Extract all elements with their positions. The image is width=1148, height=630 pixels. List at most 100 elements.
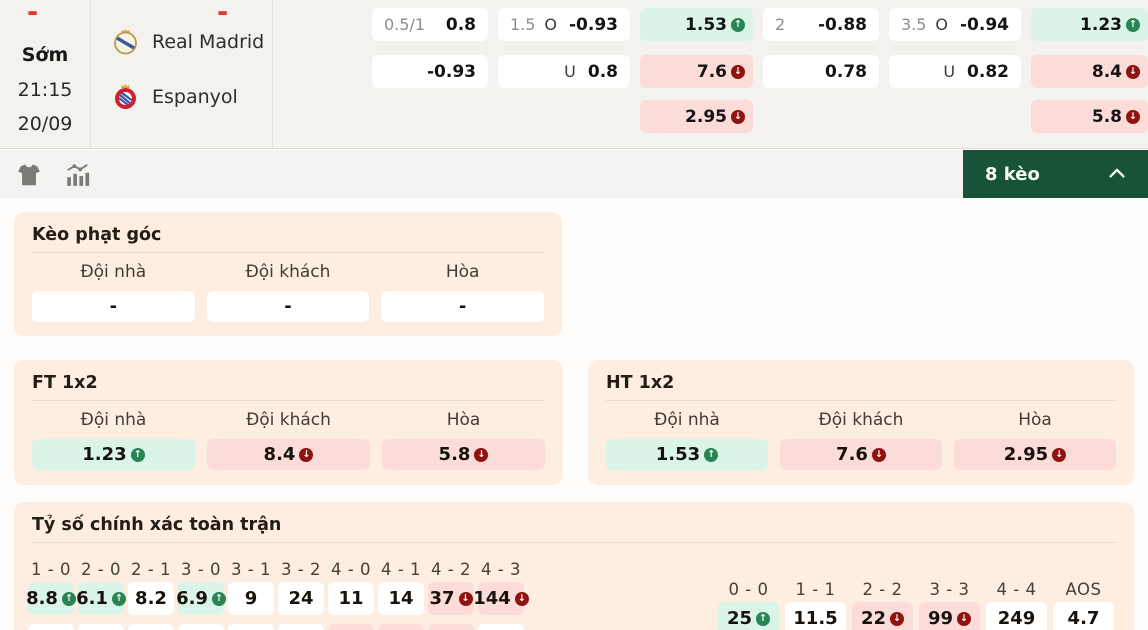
handicap-home-odds[interactable]: 0.5/1 0.8: [372, 8, 488, 41]
trend-down-icon: ↓: [1126, 109, 1140, 124]
stats-chart-icon[interactable]: [64, 162, 90, 188]
over-odds[interactable]: 3.5 O -0.94: [889, 8, 1021, 41]
score-column: 0 - 0 25 ↑: [718, 578, 779, 630]
score-odds-cell[interactable]: 9: [228, 582, 274, 615]
trend-down-icon: ↓: [474, 447, 489, 462]
market-odds-cell[interactable]: 8.4 ↓: [207, 439, 370, 470]
header-divider: [90, 0, 91, 149]
market-odds-cell[interactable]: 2.95 ↓: [954, 439, 1116, 470]
away-team-name: Espanyol: [152, 85, 238, 108]
column-header: Đội khách: [246, 410, 331, 430]
handicap-away-odds[interactable]: 0.78: [763, 55, 879, 88]
score-odds-cell[interactable]: [228, 624, 274, 630]
handicap-line: 0.5/1: [384, 15, 426, 34]
home-team-name: Real Madrid: [152, 30, 265, 53]
one-x-two-odds[interactable]: 8.4 ↓: [1031, 55, 1148, 88]
score-odds-cell[interactable]: [128, 624, 174, 630]
toolbar: 8 kèo: [0, 150, 1148, 198]
score-odds-cell[interactable]: 11.5: [785, 602, 846, 630]
handicap-away-odds[interactable]: -0.93: [372, 55, 488, 88]
market-column-headers: Đội nhà Đội khách Hòa: [604, 410, 1118, 439]
home-team-row[interactable]: Real Madrid: [112, 28, 264, 55]
odds-value: 24: [288, 588, 314, 609]
correct-score-left-group: 1 - 0 8.8 ↑ 2 - 0 6.1 ↑ 2 - 1 8.2 3 - 0 6.9 ↑ 3 - 1…: [26, 558, 529, 615]
market-odds-cell[interactable]: 7.6 ↓: [780, 439, 942, 470]
trend-down-icon: ↓: [1126, 64, 1140, 79]
odds-value: 2.95: [1003, 444, 1049, 465]
score-odds-cell[interactable]: 99 ↓: [919, 602, 980, 630]
one-x-two-odds[interactable]: 1.53 ↑: [640, 8, 753, 41]
score-odds-cell[interactable]: 8.2: [128, 582, 174, 615]
score-odds-cell[interactable]: [428, 624, 474, 630]
score-column: 2 - 1 8.2: [128, 558, 174, 615]
under-odds[interactable]: U 0.8: [498, 55, 630, 88]
score-odds-cell[interactable]: 6.1 ↑: [76, 582, 126, 615]
trend-down-icon: ↓: [890, 611, 905, 626]
odds-value: 0.82: [967, 61, 1009, 82]
markets-collapse-bar[interactable]: 8 kèo: [963, 150, 1148, 198]
score-odds-cell[interactable]: [28, 624, 74, 630]
ou-line: 3.5: [901, 15, 927, 34]
odds-value: 37: [429, 588, 455, 609]
score-odds-cell[interactable]: 37 ↓: [428, 582, 474, 615]
odds-value: -: [284, 296, 292, 317]
trend-down-icon: ↓: [871, 447, 886, 462]
one-x-two-odds[interactable]: 5.8 ↓: [1031, 100, 1148, 133]
column-header: Hòa: [1018, 410, 1052, 430]
score-odds-cell[interactable]: [478, 624, 524, 630]
market-odds-cell[interactable]: -: [381, 291, 544, 322]
score-odds-cell[interactable]: [328, 624, 374, 630]
market-odds-cell[interactable]: 5.8 ↓: [382, 439, 545, 470]
market-odds-cell[interactable]: 1.23 ↑: [32, 439, 195, 470]
market-odds-cell[interactable]: -: [206, 291, 370, 322]
trend-up-icon: ↑: [61, 591, 76, 606]
market-odds-cell[interactable]: -: [32, 291, 195, 322]
score-odds-cell[interactable]: 11: [328, 582, 374, 615]
trend-up-icon: ↑: [211, 591, 226, 606]
score-odds-cell[interactable]: 8.8 ↑: [26, 582, 76, 615]
chevron-up-icon[interactable]: [1106, 163, 1128, 185]
score-label: 2 - 0: [81, 559, 121, 579]
odds-value: -: [109, 296, 118, 317]
score-odds-cell[interactable]: 14: [378, 582, 424, 615]
odds-value: 1.53: [655, 444, 701, 465]
score-column: 1 - 1 11.5: [785, 578, 846, 630]
score-label: 3 - 2: [281, 559, 321, 579]
score-odds-cell[interactable]: 24: [278, 582, 324, 615]
score-odds-cell[interactable]: [178, 624, 224, 630]
score-label: 1 - 1: [795, 579, 836, 599]
one-x-two-odds[interactable]: 2.95 ↓: [640, 100, 753, 133]
score-odds-cell[interactable]: 22 ↓: [852, 602, 913, 630]
odds-value: 144: [473, 588, 511, 609]
odds-value: 7.6: [836, 444, 868, 465]
column-header: Đội nhà: [80, 262, 147, 282]
score-odds-cell[interactable]: [78, 624, 124, 630]
handicap-home-odds[interactable]: 2 -0.88: [763, 8, 879, 41]
over-label: O: [544, 15, 557, 34]
handicap-line: 2: [775, 15, 786, 34]
trend-up-icon: ↑: [111, 591, 126, 606]
market-card-ht-1x2: HT 1x2 Đội nhà Đội khách Hòa 1.53 ↑ 7.6 ↓ 2.95…: [588, 360, 1134, 485]
one-x-two-odds[interactable]: 7.6 ↓: [640, 55, 753, 88]
market-odds-cell[interactable]: 1.53 ↑: [606, 439, 768, 470]
market-title: HT 1x2: [606, 373, 675, 393]
score-odds-cell[interactable]: 144 ↓: [473, 582, 529, 615]
market-column-headers: Đội nhà Đội khách Hòa: [30, 410, 547, 439]
score-odds-cell[interactable]: 25 ↑: [718, 602, 779, 630]
score-odds-cell[interactable]: [378, 624, 424, 630]
score-label: 3 - 1: [231, 559, 271, 579]
one-x-two-odds[interactable]: 1.23 ↑: [1031, 8, 1148, 41]
over-odds[interactable]: 1.5 O -0.93: [498, 8, 630, 41]
header-divider: [272, 0, 273, 149]
away-team-row[interactable]: Espanyol: [112, 83, 238, 110]
market-card-correct-score: Tỷ số chính xác toàn trận 1 - 0 8.8 ↑ 2 - 0…: [14, 502, 1134, 630]
under-odds[interactable]: U 0.82: [889, 55, 1021, 88]
jersey-icon[interactable]: [16, 162, 42, 188]
score-odds-cell[interactable]: 4.7: [1053, 602, 1114, 630]
market-odds-row: 1.53 ↑ 7.6 ↓ 2.95 ↓: [604, 439, 1118, 470]
away-score-placeholder: -: [217, 0, 229, 28]
score-odds-cell[interactable]: 249: [986, 602, 1047, 630]
trend-down-icon: ↓: [731, 64, 745, 79]
score-odds-cell[interactable]: 6.9 ↑: [176, 582, 226, 615]
score-odds-cell[interactable]: [278, 624, 324, 630]
